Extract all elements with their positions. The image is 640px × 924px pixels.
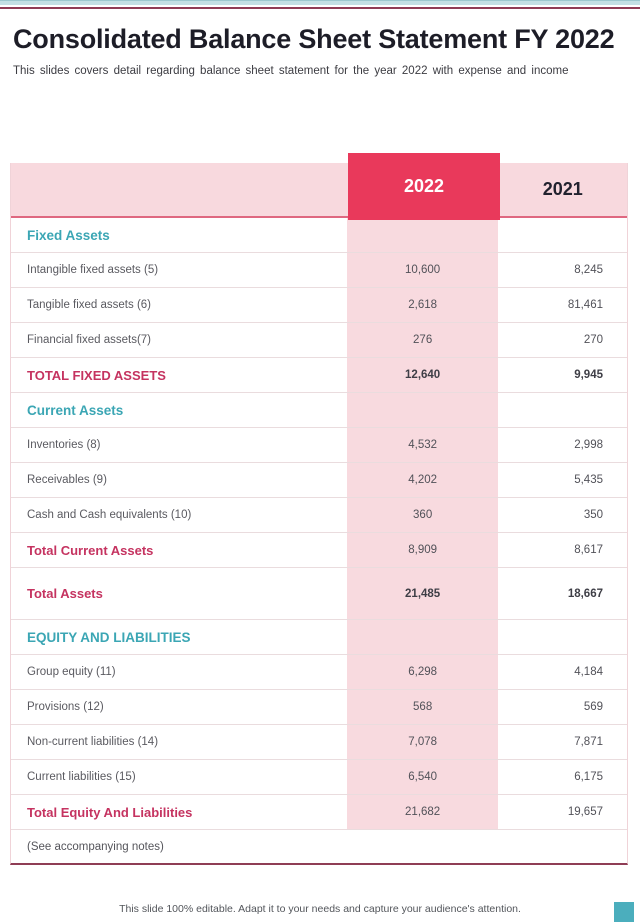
value-2021: 5,435 [574, 474, 603, 486]
header-empty-cell [11, 163, 347, 216]
table-row: Fixed Assets [11, 218, 627, 253]
value-2022: 4,532 [346, 428, 499, 462]
value-2022: 2,618 [346, 288, 499, 322]
value-2021: 81,461 [567, 299, 603, 311]
row-label: Cash and Cash equivalents (10) [27, 509, 192, 521]
value-2021 [498, 393, 627, 427]
row-label: Intangible fixed assets (5) [27, 264, 159, 276]
value-2021: 9,945 [574, 369, 603, 381]
value-2022: 568 [346, 690, 499, 724]
value-2022: 12,640 [346, 358, 499, 392]
table-row: Provisions (12) 568 569 [11, 690, 627, 725]
table-header-row: 2022 2021 [11, 153, 627, 220]
table-row: Total Equity And Liabilities 21,682 19,657 [11, 795, 627, 830]
value-2021: 8,617 [574, 544, 603, 556]
table-row: Total Assets 21,485 18,667 [11, 568, 627, 620]
value-2022: 6,540 [346, 760, 499, 794]
table-row: Current liabilities (15) 6,540 6,175 [11, 760, 627, 795]
column-header-2022: 2022 [348, 153, 500, 220]
value-2022: 21,682 [346, 795, 499, 829]
value-2022: 360 [346, 498, 499, 532]
row-label: Tangible fixed assets (6) [27, 299, 152, 311]
row-label: Current Assets [27, 402, 124, 418]
row-label: EQUITY AND LIABILITIES [27, 629, 191, 645]
value-2021: 350 [583, 509, 603, 521]
footer-note: This slide 100% editable. Adapt it to yo… [119, 903, 521, 915]
row-label: Total Equity And Liabilities [27, 804, 193, 820]
table-row: Tangible fixed assets (6) 2,618 81,461 [11, 288, 627, 323]
table-row: Group equity (11) 6,298 4,184 [11, 655, 627, 690]
value-2021: 2,998 [574, 439, 603, 451]
value-2021: 19,657 [567, 806, 603, 818]
row-label: Total Current Assets [27, 542, 154, 558]
value-2022 [346, 620, 499, 654]
value-2022: 7,078 [346, 725, 499, 759]
row-label: Fixed Assets [27, 227, 110, 243]
row-label: TOTAL FIXED ASSETS [27, 367, 166, 383]
notes-row: (See accompanying notes) [11, 830, 627, 863]
value-2021: 8,245 [574, 264, 603, 276]
row-label: Provisions (12) [27, 701, 104, 713]
row-label: Inventories (8) [27, 439, 101, 451]
value-2021: 4,184 [574, 666, 603, 678]
table-row: Intangible fixed assets (5) 10,600 8,245 [11, 253, 627, 288]
table-row: Total Current Assets 8,909 8,617 [11, 533, 627, 568]
table-body: Fixed Assets Intangible fixed assets (5) 1… [11, 218, 627, 830]
column-header-2021: 2021 [542, 179, 583, 199]
row-label: Non-current liabilities (14) [27, 736, 159, 748]
value-2022: 4,202 [346, 463, 499, 497]
table-row: Current Assets [11, 393, 627, 428]
table-row: Cash and Cash equivalents (10) 360 350 [11, 498, 627, 533]
row-label: Group equity (11) [27, 666, 116, 678]
table-row: Inventories (8) 4,532 2,998 [11, 428, 627, 463]
table-row: Receivables (9) 4,202 5,435 [11, 463, 627, 498]
row-label: Receivables (9) [27, 474, 107, 486]
value-2021: 6,175 [574, 771, 603, 783]
top-divider-line [0, 7, 640, 9]
value-2022: 8,909 [346, 533, 499, 567]
value-2022 [346, 393, 499, 427]
value-2022: 10,600 [346, 253, 499, 287]
top-accent-bar [0, 0, 640, 5]
table-row: TOTAL FIXED ASSETS 12,640 9,945 [11, 358, 627, 393]
value-2022: 6,298 [346, 655, 499, 689]
balance-sheet-table: 2022 2021 Fixed Assets Intangible fixed a… [10, 153, 628, 865]
value-2022: 276 [346, 323, 499, 357]
page-title: Consolidated Balance Sheet Statement FY … [13, 24, 615, 54]
value-2022: 21,485 [346, 568, 499, 619]
corner-accent-square [614, 902, 634, 922]
row-label: Total Assets [27, 586, 103, 601]
value-2021: 569 [583, 701, 603, 713]
value-2021 [498, 218, 627, 252]
page-subtitle: This slides covers detail regarding bala… [13, 65, 569, 77]
table-row: Non-current liabilities (14) 7,078 7,871 [11, 725, 627, 760]
value-2021: 270 [583, 334, 603, 346]
row-label: Financial fixed assets(7) [27, 334, 151, 346]
table-row: EQUITY AND LIABILITIES [11, 620, 627, 655]
value-2021: 18,667 [567, 587, 603, 600]
row-label: Current liabilities (15) [27, 771, 136, 783]
value-2021 [498, 620, 627, 654]
value-2022 [346, 218, 499, 252]
value-2021: 7,871 [574, 736, 603, 748]
table-row: Financial fixed assets(7) 276 270 [11, 323, 627, 358]
